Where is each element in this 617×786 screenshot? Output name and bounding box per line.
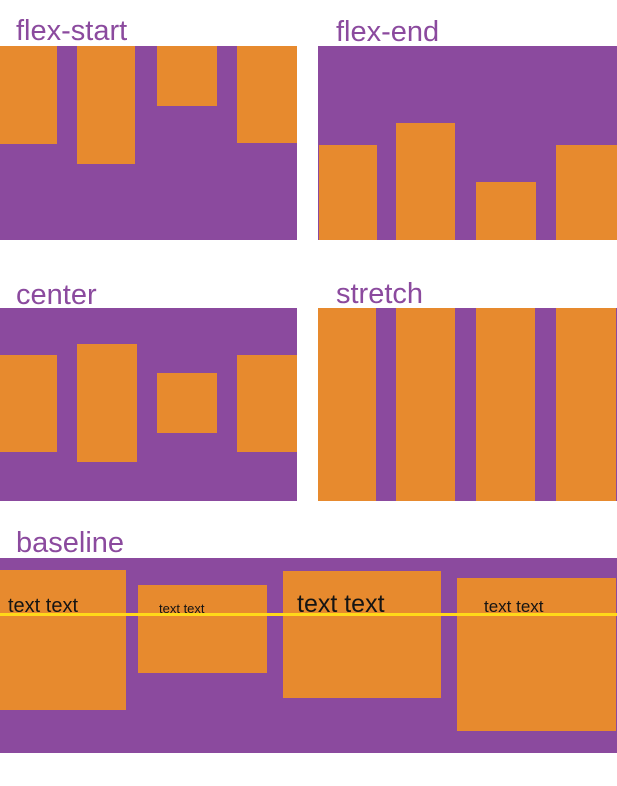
flex-item <box>476 182 536 240</box>
flex-container-flex-start <box>0 46 297 240</box>
flex-item <box>157 46 217 106</box>
panel-label-flex-start: flex-start <box>16 15 128 47</box>
flex-item <box>396 123 455 240</box>
flex-item <box>157 373 217 433</box>
item-text: text text <box>159 601 205 616</box>
flex-item: text text <box>283 571 441 698</box>
flex-item <box>396 308 455 501</box>
flex-item <box>237 46 297 143</box>
flex-container-stretch <box>318 308 617 501</box>
item-text: text text <box>8 595 79 617</box>
flex-container-center <box>0 308 297 501</box>
item-text: text text <box>297 590 385 618</box>
flex-item: text text <box>0 570 126 710</box>
flex-container-baseline: text text text text text text text text <box>0 558 617 753</box>
flex-container-flex-end <box>318 46 617 240</box>
flex-item <box>0 355 57 452</box>
flex-item <box>0 46 57 144</box>
flex-item <box>556 145 617 240</box>
flex-item: text text <box>457 578 616 731</box>
flex-item: text text <box>138 585 267 673</box>
flex-item <box>237 355 297 452</box>
flex-item <box>318 308 376 501</box>
flex-item <box>319 145 377 240</box>
panel-label-flex-end: flex-end <box>336 16 440 48</box>
panel-label-baseline: baseline <box>16 527 125 559</box>
flex-item <box>476 308 535 501</box>
panel-label-center: center <box>16 279 97 311</box>
flex-item <box>77 46 135 164</box>
flex-item <box>77 344 137 462</box>
item-text: text text <box>484 597 544 616</box>
flex-item <box>556 308 616 501</box>
panel-label-stretch: stretch <box>336 278 424 310</box>
text-baseline-line <box>0 613 617 616</box>
